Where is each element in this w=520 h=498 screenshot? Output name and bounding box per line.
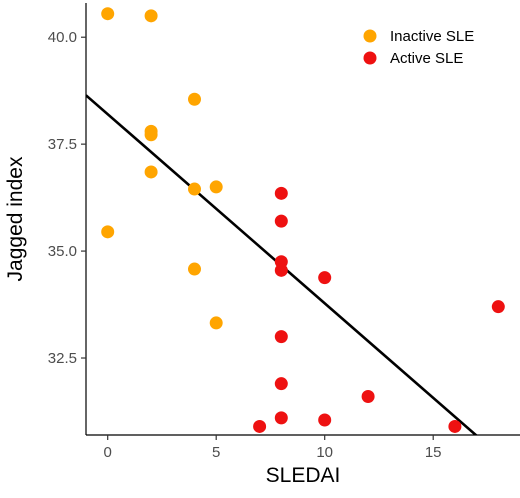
y-tick-label: 35.0 [48, 243, 77, 260]
data-point-active-sle [361, 390, 375, 404]
data-point-active-sle [448, 419, 462, 433]
legend-key-inactive-sle [363, 29, 377, 43]
data-point-inactive-sle [144, 165, 158, 179]
data-point-active-sle [318, 271, 332, 285]
data-point-inactive-sle [144, 9, 158, 23]
data-point-inactive-sle [144, 128, 158, 142]
y-axis-title: Jagged index [4, 156, 27, 281]
data-point-active-sle [274, 186, 288, 200]
data-point-active-sle [274, 330, 288, 344]
y-tick-label: 37.5 [48, 136, 77, 153]
x-axis-title: SLEDAI [266, 464, 341, 487]
data-point-inactive-sle [101, 225, 115, 239]
data-point-active-sle [274, 214, 288, 228]
x-tick-label: 15 [425, 444, 442, 461]
data-point-active-sle [491, 300, 505, 314]
regression-line [86, 94, 478, 435]
legend: Inactive SLE Active SLE [363, 28, 474, 67]
data-point-active-sle [274, 377, 288, 391]
data-point-inactive-sle [209, 316, 223, 330]
legend-label-active-sle: Active SLE [390, 50, 463, 67]
y-tick-label: 32.5 [48, 350, 77, 367]
x-tick-label: 0 [104, 444, 112, 461]
data-point-inactive-sle [188, 262, 201, 276]
legend-key-active-sle [363, 51, 377, 65]
data-point-inactive-sle [188, 182, 201, 196]
x-tick-label: 10 [316, 444, 333, 461]
legend-label-inactive-sle: Inactive SLE [390, 28, 474, 45]
x-tick-label: 5 [212, 444, 220, 461]
data-point-active-sle [318, 413, 332, 427]
y-tick-label: 40.0 [48, 29, 77, 46]
data-point-inactive-sle [188, 92, 201, 106]
data-point-inactive-sle [101, 7, 115, 21]
data-point-active-sle [274, 263, 288, 277]
data-point-inactive-sle [209, 180, 223, 194]
data-point-active-sle [274, 411, 288, 425]
data-point-active-sle [253, 419, 267, 433]
plot-background [86, 3, 520, 435]
